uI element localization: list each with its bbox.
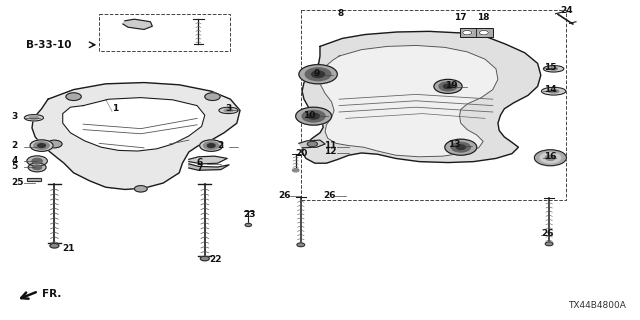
Circle shape	[205, 93, 220, 100]
Text: TX44B4800A: TX44B4800A	[568, 301, 626, 310]
Text: 22: 22	[209, 255, 222, 264]
Circle shape	[297, 243, 305, 247]
Circle shape	[30, 140, 53, 151]
Text: 12: 12	[324, 147, 337, 156]
Text: 23: 23	[243, 210, 256, 219]
Circle shape	[545, 242, 553, 246]
Polygon shape	[32, 83, 240, 189]
Text: 24: 24	[561, 6, 573, 15]
Circle shape	[451, 142, 470, 152]
Text: 26: 26	[541, 229, 554, 238]
Text: FR.: FR.	[42, 289, 61, 299]
Circle shape	[27, 156, 47, 166]
Circle shape	[33, 165, 42, 170]
Circle shape	[38, 144, 45, 148]
Circle shape	[456, 145, 465, 149]
Bar	[27, 178, 41, 181]
Ellipse shape	[548, 90, 559, 93]
Circle shape	[28, 163, 46, 172]
Circle shape	[200, 256, 209, 261]
Circle shape	[207, 144, 215, 148]
Circle shape	[540, 153, 561, 163]
Circle shape	[299, 65, 337, 84]
Ellipse shape	[543, 66, 564, 72]
Circle shape	[305, 68, 331, 81]
Polygon shape	[123, 19, 152, 29]
Circle shape	[534, 150, 566, 166]
Circle shape	[302, 110, 325, 122]
Text: 26: 26	[278, 191, 291, 200]
Polygon shape	[63, 98, 205, 151]
Text: 17: 17	[454, 13, 467, 22]
Text: 2: 2	[12, 141, 18, 150]
Circle shape	[205, 140, 220, 148]
Bar	[99, 14, 230, 51]
Text: 16: 16	[544, 152, 557, 161]
Circle shape	[204, 142, 219, 149]
Text: 7: 7	[196, 164, 203, 173]
Circle shape	[445, 139, 477, 155]
Text: 18: 18	[477, 13, 490, 22]
Text: 11: 11	[324, 141, 337, 150]
Polygon shape	[189, 164, 229, 170]
Bar	[460, 28, 493, 37]
Bar	[27, 178, 41, 181]
Circle shape	[245, 223, 252, 227]
Text: 21: 21	[62, 244, 75, 252]
Text: 25: 25	[12, 178, 24, 187]
Text: 5: 5	[12, 162, 18, 171]
Circle shape	[200, 140, 223, 151]
Circle shape	[134, 186, 147, 192]
Circle shape	[66, 93, 81, 100]
Text: 2: 2	[218, 141, 224, 150]
Circle shape	[439, 82, 457, 91]
Circle shape	[479, 30, 488, 35]
Text: 1: 1	[112, 104, 118, 113]
Polygon shape	[302, 31, 541, 163]
Text: 15: 15	[544, 63, 557, 72]
Ellipse shape	[29, 116, 38, 119]
Polygon shape	[299, 140, 325, 148]
Circle shape	[308, 113, 319, 119]
Circle shape	[312, 71, 324, 77]
Ellipse shape	[541, 87, 566, 95]
Text: 26: 26	[323, 191, 336, 200]
Ellipse shape	[219, 107, 238, 114]
Circle shape	[47, 140, 62, 148]
Text: 13: 13	[448, 140, 461, 149]
Circle shape	[34, 142, 49, 149]
Bar	[301, 10, 566, 200]
Text: 3: 3	[225, 104, 232, 113]
Text: 6: 6	[196, 158, 203, 167]
Text: 19: 19	[445, 81, 458, 90]
Bar	[460, 28, 493, 37]
Circle shape	[545, 155, 556, 160]
Text: B-33-10: B-33-10	[26, 40, 71, 50]
Text: 14: 14	[544, 85, 557, 94]
Circle shape	[50, 244, 59, 248]
Polygon shape	[189, 156, 227, 164]
Circle shape	[292, 169, 299, 172]
Text: 4: 4	[12, 156, 18, 164]
Circle shape	[32, 158, 42, 164]
Circle shape	[307, 141, 317, 147]
Text: 20: 20	[296, 149, 308, 158]
Text: 9: 9	[314, 69, 320, 78]
Circle shape	[444, 84, 452, 89]
Ellipse shape	[224, 109, 233, 112]
Ellipse shape	[24, 115, 44, 121]
Polygon shape	[320, 45, 498, 157]
Text: 3: 3	[12, 112, 18, 121]
Ellipse shape	[550, 68, 557, 70]
Circle shape	[434, 79, 462, 93]
Circle shape	[463, 30, 472, 35]
Text: 10: 10	[303, 111, 315, 120]
Circle shape	[296, 107, 332, 125]
Text: 8: 8	[338, 9, 344, 18]
